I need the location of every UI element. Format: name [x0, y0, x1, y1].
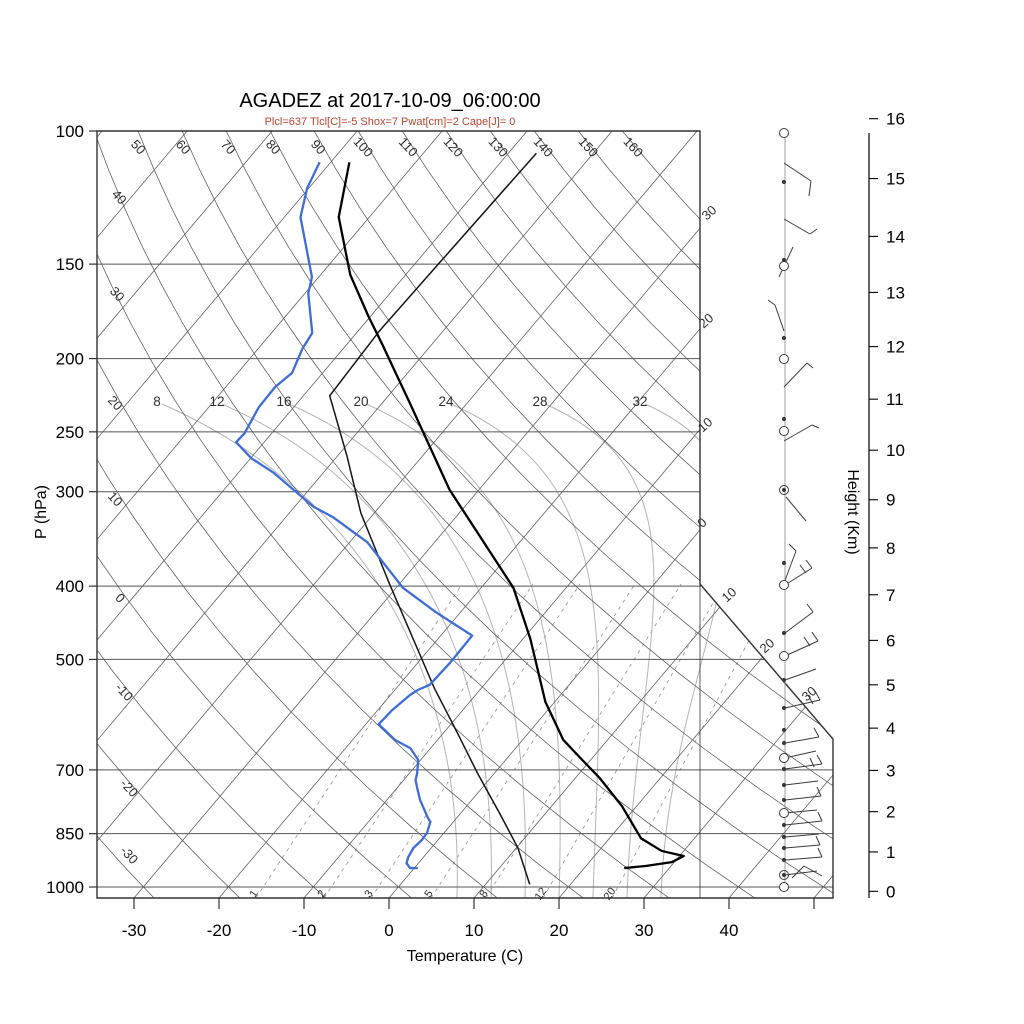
svg-text:70: 70 [218, 137, 239, 158]
svg-text:20: 20 [696, 310, 717, 331]
svg-text:11: 11 [886, 390, 904, 409]
svg-text:30: 30 [635, 921, 654, 940]
plot-frame [89, 130, 834, 909]
svg-text:160: 160 [620, 134, 646, 160]
svg-text:8: 8 [886, 539, 895, 558]
svg-text:20: 20 [353, 394, 368, 409]
sounding-indices: Plcl=637 Tlcl[C]=-5 Shox=7 Pwat[cm]=2 Ca… [264, 116, 516, 128]
svg-text:1: 1 [886, 843, 895, 862]
svg-text:16: 16 [886, 110, 905, 129]
svg-text:20: 20 [602, 886, 619, 903]
svg-text:10: 10 [719, 584, 740, 605]
temperature-curve [337, 162, 685, 870]
svg-text:2: 2 [886, 803, 895, 822]
grid-labels: 50 60 70 80 90 100 110 120 130 140 150 160403020100… [105, 134, 820, 903]
svg-text:12: 12 [209, 394, 224, 409]
sounding-curves [234, 152, 685, 885]
svg-text:0: 0 [694, 515, 709, 531]
wind-barb-column [767, 128, 823, 892]
svg-text:1: 1 [247, 888, 260, 900]
svg-text:30: 30 [107, 284, 128, 305]
svg-text:-10: -10 [292, 921, 317, 940]
svg-text:-20: -20 [207, 921, 232, 940]
svg-text:9: 9 [886, 491, 895, 510]
svg-text:500: 500 [56, 650, 84, 669]
svg-text:300: 300 [56, 483, 84, 502]
svg-text:20: 20 [105, 393, 126, 414]
svg-text:15: 15 [886, 170, 905, 189]
svg-text:50: 50 [128, 137, 149, 158]
svg-text:8: 8 [477, 888, 490, 900]
svg-text:700: 700 [56, 761, 84, 780]
x-axis-title: Temperature (C) [406, 948, 524, 965]
height-axis-title: Height (Km) [844, 469, 861, 555]
svg-text:5: 5 [886, 676, 895, 695]
svg-text:850: 850 [56, 825, 84, 844]
svg-text:-20: -20 [117, 776, 141, 800]
svg-text:3: 3 [362, 888, 375, 900]
svg-text:-10: -10 [112, 680, 136, 704]
svg-text:150: 150 [56, 255, 84, 274]
svg-text:40: 40 [720, 921, 739, 940]
svg-text:12: 12 [886, 338, 905, 357]
svg-text:28: 28 [532, 394, 547, 409]
dewpoint-curve [234, 161, 474, 870]
svg-text:110: 110 [396, 134, 421, 159]
svg-text:200: 200 [56, 350, 84, 369]
svg-text:32: 32 [632, 394, 647, 409]
svg-text:8: 8 [153, 394, 161, 409]
svg-text:100: 100 [350, 134, 376, 160]
svg-text:60: 60 [173, 137, 194, 158]
svg-text:0: 0 [886, 882, 895, 901]
background-grid [97, 131, 833, 898]
page-title: AGADEZ at 2017-10-09_06:00:00 [239, 90, 541, 112]
svg-text:3: 3 [886, 761, 895, 780]
svg-text:0: 0 [384, 921, 393, 940]
svg-text:90: 90 [308, 137, 329, 158]
svg-text:130: 130 [485, 134, 511, 160]
svg-text:400: 400 [56, 577, 84, 596]
svg-text:20: 20 [550, 921, 569, 940]
svg-text:10: 10 [465, 921, 484, 940]
svg-text:14: 14 [886, 227, 905, 246]
svg-text:40: 40 [109, 187, 130, 208]
svg-text:7: 7 [886, 586, 895, 605]
svg-text:13: 13 [886, 283, 905, 302]
svg-text:-30: -30 [122, 921, 147, 940]
svg-text:24: 24 [438, 394, 454, 409]
y-axis-title: P (hPa) [33, 485, 50, 539]
svg-text:120: 120 [440, 134, 466, 160]
svg-text:16: 16 [276, 394, 291, 409]
parcel-curve [328, 152, 537, 885]
svg-text:30: 30 [699, 202, 720, 223]
svg-text:100: 100 [56, 122, 84, 141]
svg-text:80: 80 [263, 137, 284, 158]
svg-text:250: 250 [56, 423, 84, 442]
svg-text:12: 12 [533, 886, 550, 903]
svg-text:10: 10 [886, 441, 905, 460]
svg-text:6: 6 [886, 631, 895, 650]
svg-text:2: 2 [315, 888, 328, 900]
svg-text:4: 4 [886, 719, 895, 738]
svg-text:150: 150 [575, 134, 601, 160]
svg-text:5: 5 [422, 888, 435, 900]
svg-text:1000: 1000 [46, 878, 84, 897]
